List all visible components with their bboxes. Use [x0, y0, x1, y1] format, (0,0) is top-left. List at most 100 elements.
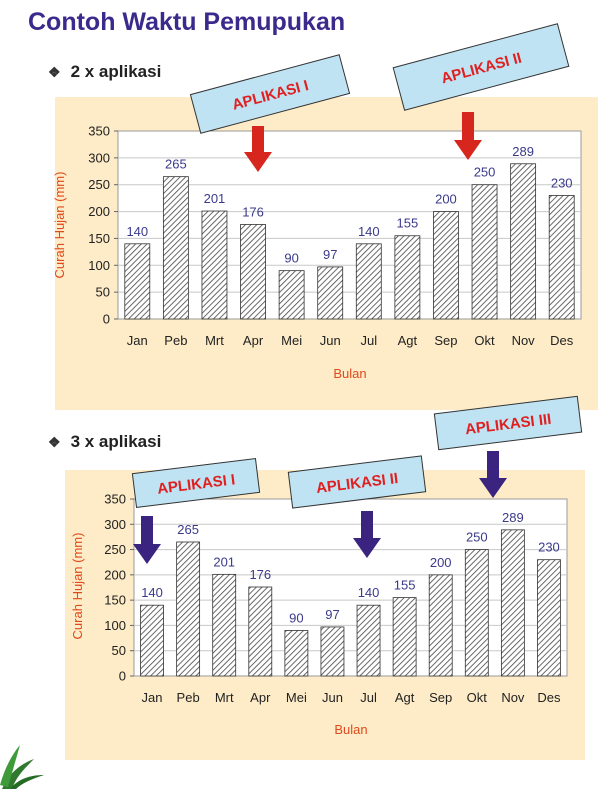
x-tick-label-des: Des	[537, 690, 561, 705]
plot-area-1	[117, 130, 582, 320]
bar-peb	[176, 541, 201, 677]
page-title: Contoh Waktu Pemupukan	[28, 8, 346, 36]
x-tick-label-des: Des	[550, 333, 574, 348]
section-heading-2x-text: 2 x aplikasi	[70, 62, 162, 81]
y-tick-label: 250	[88, 177, 110, 192]
bar-jun	[317, 266, 344, 320]
x-tick-label-mei: Mei	[286, 690, 307, 705]
x-tick-label-peb: Peb	[164, 333, 187, 348]
x-tick-label-jun: Jun	[320, 333, 341, 348]
x-tick-label-jun: Jun	[322, 690, 343, 705]
arrow-down-red-icon	[454, 112, 482, 160]
bar-mrt	[201, 210, 228, 320]
x-tick-label-okt: Okt	[467, 690, 488, 705]
chart-2: 140 265 201 176 90 97 140 155 200 250 289 230 0 50 10…	[70, 492, 568, 737]
bar-mrt	[212, 573, 237, 677]
bar-agt	[392, 597, 417, 677]
y-tick-label: 350	[88, 124, 110, 139]
x-tick-label-nov: Nov	[512, 333, 536, 348]
y-tick-label: 200	[88, 204, 110, 219]
bar-okt	[464, 549, 489, 677]
x-tick-label-apr: Apr	[250, 690, 271, 705]
bar-des	[548, 195, 575, 320]
callout-aplikasi-2-chart1: APLIKASI II	[392, 23, 570, 111]
bar-peb	[162, 176, 189, 320]
callout-aplikasi-2-chart2: APLIKASI II	[287, 455, 427, 509]
x-tick-label-jul: Jul	[360, 333, 377, 348]
value-label-jul: 140	[358, 585, 380, 600]
callout-aplikasi-1-chart2: APLIKASI I	[131, 458, 261, 508]
y-tick-label: 100	[88, 258, 110, 273]
x-tick-label-sep: Sep	[429, 690, 452, 705]
bar-nov	[500, 529, 525, 677]
value-label-mrt: 201	[213, 554, 235, 569]
chart-2-xlabel: Bulan	[334, 722, 367, 737]
chart-1: 140 265 201 176 90 97 140 155 200 250 289 230 0 50 10…	[52, 124, 582, 381]
y-tick-label: 0	[119, 669, 126, 684]
x-tick-label-sep: Sep	[434, 333, 457, 348]
y-tick-label: 300	[88, 150, 110, 165]
bar-sep	[433, 211, 459, 320]
arrow-down-purple-icon	[353, 511, 381, 558]
value-label-apr: 176	[242, 204, 264, 219]
bar-jan	[140, 604, 164, 677]
x-tick-label-mrt: Mrt	[205, 333, 224, 348]
arrow-down-purple-icon	[479, 451, 507, 498]
value-label-jun: 97	[325, 607, 339, 622]
y-tick-label: 250	[104, 542, 126, 557]
y-tick-label: 100	[104, 618, 126, 633]
section-heading-3x-text: 3 x aplikasi	[70, 432, 162, 451]
value-label-agt: 155	[394, 578, 416, 593]
bar-jun	[320, 626, 345, 677]
y-tick-label: 50	[112, 643, 126, 658]
value-label-jun: 97	[323, 247, 337, 262]
y-tick-label: 300	[104, 517, 126, 532]
arrow-down-purple-icon	[133, 516, 161, 564]
value-label-agt: 155	[397, 216, 419, 231]
diamond-bullet-icon: ❖	[48, 64, 61, 80]
value-label-okt: 250	[466, 530, 488, 545]
callout-aplikasi-1-chart1: APLIKASI I	[189, 54, 351, 134]
value-label-nov: 289	[512, 144, 534, 159]
y-tick-label: 200	[104, 567, 126, 582]
chart-1-ylabel: Curah Hujan (mm)	[52, 172, 67, 279]
value-label-jan: 140	[141, 585, 163, 600]
bar-agt	[394, 235, 421, 320]
x-tick-label-nov: Nov	[501, 690, 525, 705]
value-label-okt: 250	[474, 165, 496, 180]
x-tick-label-jan: Jan	[127, 333, 148, 348]
x-tick-label-agt: Agt	[395, 690, 415, 705]
y-tick-label: 150	[88, 231, 110, 246]
bar-mei	[284, 630, 309, 677]
section-heading-3x: ❖ 3 x aplikasi	[48, 432, 161, 452]
y-tick-label: 50	[96, 285, 110, 300]
x-tick-label-jul: Jul	[360, 690, 377, 705]
x-tick-label-apr: Apr	[243, 333, 264, 348]
section-heading-2x: ❖ 2 x aplikasi	[48, 62, 161, 82]
bar-mei	[278, 270, 305, 320]
bar-nov	[510, 163, 537, 320]
x-tick-label-agt: Agt	[398, 333, 418, 348]
value-label-mrt: 201	[204, 191, 226, 206]
chart-2-ylabel: Curah Hujan (mm)	[70, 533, 85, 640]
x-tick-label-okt: Okt	[474, 333, 495, 348]
diamond-bullet-icon: ❖	[48, 434, 61, 450]
arrow-down-red-icon	[244, 126, 272, 172]
value-label-sep: 200	[430, 555, 452, 570]
value-label-mei: 90	[289, 610, 303, 625]
x-tick-label-mrt: Mrt	[215, 690, 234, 705]
value-label-mei: 90	[284, 251, 298, 266]
y-tick-label: 0	[103, 312, 110, 327]
bar-sep	[428, 574, 453, 677]
x-tick-label-jan: Jan	[142, 690, 163, 705]
bar-apr	[240, 224, 266, 320]
y-tick-label: 350	[104, 492, 126, 507]
value-label-jan: 140	[126, 224, 148, 239]
value-label-des: 230	[538, 540, 560, 555]
value-label-sep: 200	[435, 192, 457, 207]
x-tick-label-peb: Peb	[177, 690, 200, 705]
bar-apr	[248, 586, 273, 677]
bar-jan	[124, 243, 151, 320]
bar-okt	[471, 184, 498, 320]
